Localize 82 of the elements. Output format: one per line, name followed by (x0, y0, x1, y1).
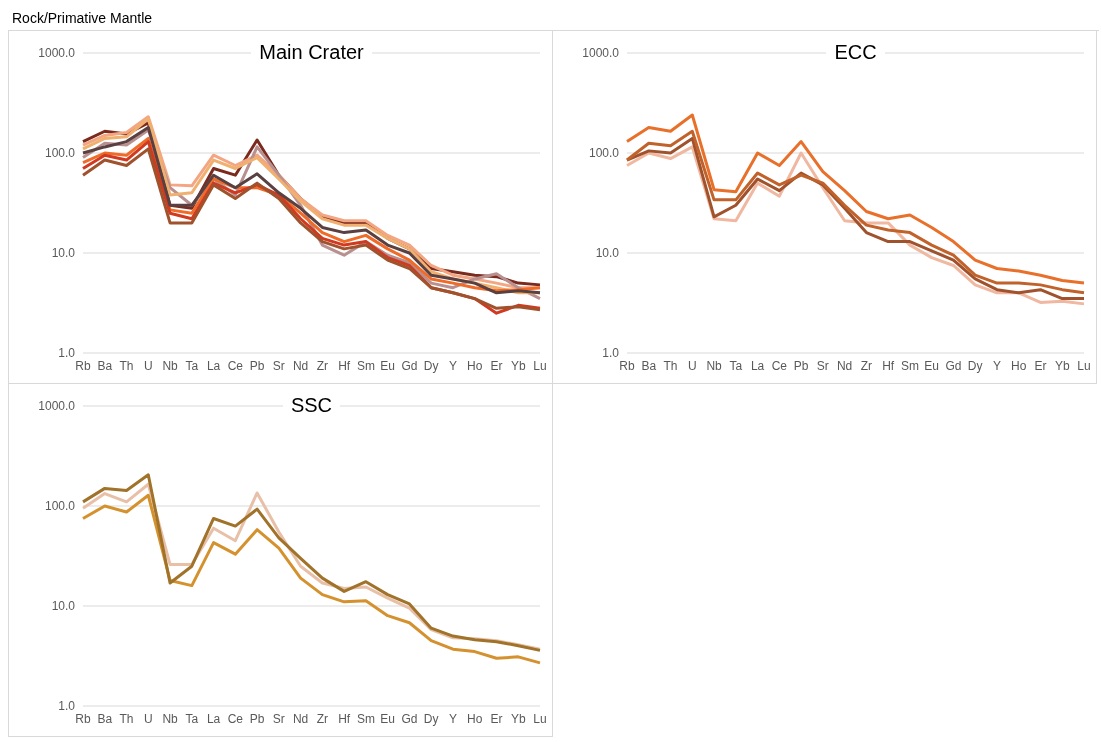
x-tick-label: Th (119, 711, 134, 726)
x-tick-label: Dy (423, 711, 439, 726)
x-tick-label: Gd (401, 358, 418, 373)
x-tick-label: Ba (97, 358, 113, 373)
x-tick-label: Gd (945, 358, 962, 373)
x-tick-label: Nb (162, 358, 179, 373)
x-tick-label: Gd (401, 711, 418, 726)
x-tick-label: Y (992, 358, 1001, 373)
x-tick-label: Sm (356, 711, 375, 726)
x-tick-label: Sr (272, 711, 285, 726)
x-tick-label: La (206, 358, 221, 373)
x-tick-label: Dy (967, 358, 983, 373)
x-tick-label: Ta (729, 358, 743, 373)
x-tick-label: Th (119, 358, 134, 373)
x-tick-label: Ba (641, 358, 657, 373)
y-tick-label: 10.0 (51, 246, 76, 261)
x-tick-label: Hf (338, 358, 351, 373)
y-tick-label: 10.0 (51, 599, 76, 614)
x-tick-label: U (143, 358, 153, 373)
x-tick-label: Lu (533, 358, 547, 373)
x-tick-label: Rb (75, 358, 91, 373)
x-tick-label: Dy (423, 358, 439, 373)
chart-title: ECC (826, 41, 885, 63)
x-tick-label: Nd (292, 358, 309, 373)
x-tick-label: Y (448, 711, 457, 726)
x-tick-label: Ce (771, 358, 788, 373)
x-tick-label: Lu (533, 711, 547, 726)
y-tick-label: 1.0 (602, 346, 620, 361)
x-tick-label: Ho (467, 358, 483, 373)
chart-title: SSC (282, 394, 341, 416)
x-tick-label: Pb (249, 711, 265, 726)
x-tick-label: Eu (380, 711, 396, 726)
x-tick-label: Th (663, 358, 678, 373)
x-tick-label: Zr (316, 711, 329, 726)
x-tick-label: U (687, 358, 697, 373)
y-tick-label: 100.0 (44, 499, 76, 514)
x-tick-label: Rb (75, 711, 91, 726)
x-tick-label: Yb (510, 711, 526, 726)
x-tick-label: Zr (860, 358, 873, 373)
x-tick-label: Hf (882, 358, 895, 373)
y-tick-label: 100.0 (44, 146, 76, 161)
x-tick-label: Eu (924, 358, 940, 373)
x-tick-label: Sm (900, 358, 919, 373)
x-tick-label: Zr (316, 358, 329, 373)
x-tick-label: Sr (816, 358, 829, 373)
x-tick-label: La (750, 358, 765, 373)
chart-title: Main Crater (251, 41, 372, 63)
x-tick-label: Yb (1054, 358, 1070, 373)
x-tick-label: Eu (380, 358, 396, 373)
y-tick-label: 1.0 (58, 699, 76, 714)
x-tick-label: La (206, 711, 221, 726)
x-tick-label: Rb (619, 358, 635, 373)
x-tick-label: Ce (227, 358, 244, 373)
x-tick-label: Lu (1077, 358, 1091, 373)
y-tick-label: 100.0 (588, 146, 620, 161)
y-tick-label: 1000.0 (582, 46, 620, 61)
y-tick-label: 1000.0 (38, 399, 76, 414)
x-tick-label: Ta (185, 711, 199, 726)
y-tick-label: 10.0 (595, 246, 620, 261)
x-tick-label: Nb (162, 711, 179, 726)
y-tick-label: 1000.0 (38, 46, 76, 61)
x-tick-label: Er (490, 711, 503, 726)
x-tick-label: Ba (97, 711, 113, 726)
x-tick-label: Sr (272, 358, 285, 373)
y-tick-label: 1.0 (58, 346, 76, 361)
x-tick-label: Sm (356, 358, 375, 373)
x-tick-label: Nd (836, 358, 853, 373)
x-tick-label: Ho (467, 711, 483, 726)
x-tick-label: Pb (249, 358, 265, 373)
x-tick-label: Ta (185, 358, 199, 373)
x-tick-label: Pb (793, 358, 809, 373)
x-tick-label: Ce (227, 711, 244, 726)
x-tick-label: Yb (510, 358, 526, 373)
x-tick-label: Er (490, 358, 503, 373)
x-tick-label: Hf (338, 711, 351, 726)
x-tick-label: Y (448, 358, 457, 373)
x-tick-label: Nd (292, 711, 309, 726)
x-tick-label: Er (1034, 358, 1047, 373)
x-tick-label: U (143, 711, 153, 726)
text: Rock/Primative Mantle (11, 9, 154, 28)
x-tick-label: Ho (1011, 358, 1027, 373)
x-tick-label: Nb (706, 358, 723, 373)
